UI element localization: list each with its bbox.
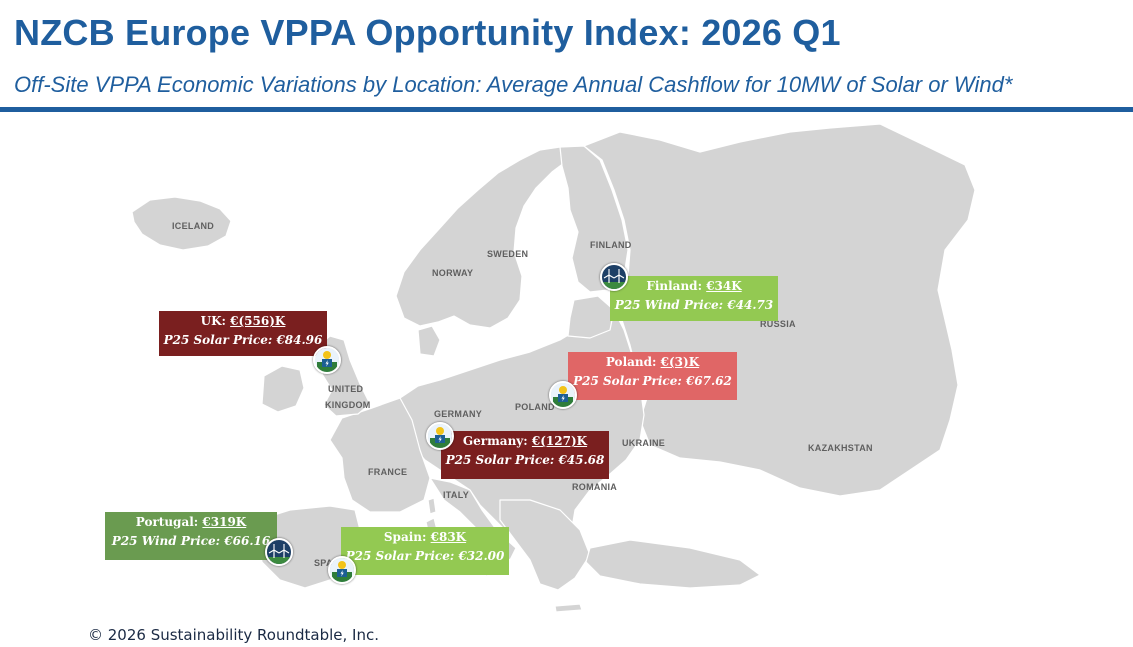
label-norway: NORWAY	[432, 268, 473, 278]
callout-germany: Germany: €(127)K P25 Solar Price: €45.68	[441, 431, 609, 479]
callout-portugal-price: P25 Wind Price: €66.16	[111, 534, 271, 548]
callout-poland-price: P25 Solar Price: €67.62	[573, 374, 732, 388]
callout-spain-price: P25 Solar Price: €32.00	[345, 549, 505, 563]
baltics-shape	[567, 295, 615, 339]
callout-finland-value: €34K	[706, 279, 742, 293]
header-divider	[0, 107, 1133, 112]
callout-poland-name: Poland:	[605, 355, 657, 369]
callout-uk-value: €(556)K	[230, 314, 286, 328]
callout-portugal-value: €319K	[202, 515, 247, 529]
scandinavia-shape	[395, 146, 569, 329]
poland-solar-icon	[549, 381, 577, 409]
callout-finland: Finland: €34K P25 Wind Price: €44.73	[610, 276, 778, 321]
label-united: UNITED	[328, 384, 363, 394]
portugal-wind-icon	[265, 538, 293, 566]
label-poland: POLAND	[515, 402, 555, 412]
label-kingdom: KINGDOM	[325, 400, 371, 410]
label-germany: GERMANY	[434, 409, 482, 419]
crete-shape	[554, 603, 583, 613]
callout-spain: Spain: €83K P25 Solar Price: €32.00	[341, 527, 509, 575]
label-france: FRANCE	[368, 467, 407, 477]
callout-finland-name: Finland:	[646, 279, 702, 293]
callout-germany-value: €(127)K	[531, 434, 588, 448]
ireland-shape	[261, 365, 305, 413]
callout-portugal-name: Portugal:	[135, 515, 199, 529]
callout-germany-name: Germany:	[462, 434, 528, 448]
corsica-shape	[427, 497, 437, 515]
callout-poland-value: €(3)K	[660, 355, 700, 369]
label-kazakhstan: KAZAKHSTAN	[808, 443, 873, 453]
copyright-footer: © 2026 Sustainability Roundtable, Inc.	[88, 626, 379, 644]
finland-shape	[559, 145, 629, 293]
label-finland: FINLAND	[590, 240, 632, 250]
label-sweden: SWEDEN	[487, 249, 528, 259]
callout-uk: UK: €(556)K P25 Solar Price: €84.96	[159, 311, 327, 356]
page-subtitle: Off-Site VPPA Economic Variations by Loc…	[14, 72, 1013, 97]
callout-portugal: Portugal: €319K P25 Wind Price: €66.16	[105, 512, 277, 560]
callout-spain-value: €83K	[430, 530, 467, 544]
label-spain: SPAIN	[314, 558, 342, 568]
page-title: NZCB Europe VPPA Opportunity Index: 2026…	[14, 12, 841, 53]
callout-spain-name: Spain:	[383, 530, 427, 544]
uk-solar-icon	[313, 346, 341, 374]
label-ukraine: UKRAINE	[622, 438, 665, 448]
balkans-shape	[499, 499, 591, 591]
iceland-shape	[131, 196, 232, 251]
denmark-shape	[417, 325, 441, 357]
label-italy: ITALY	[443, 490, 469, 500]
spain-solar-icon	[328, 556, 356, 584]
label-russia: RUSSIA	[760, 319, 796, 329]
callout-germany-price: P25 Solar Price: €45.68	[445, 453, 605, 467]
callout-poland: Poland: €(3)K P25 Solar Price: €67.62	[568, 352, 737, 400]
france-shape	[329, 397, 431, 513]
label-romania: ROMANIA	[572, 482, 617, 492]
finland-wind-icon	[600, 263, 628, 291]
callout-uk-price: P25 Solar Price: €84.96	[163, 333, 323, 347]
callout-uk-name: UK:	[200, 314, 226, 328]
label-iceland: ICELAND	[172, 221, 214, 231]
turkey-shape	[585, 539, 761, 589]
callout-finland-price: P25 Wind Price: €44.73	[614, 298, 774, 312]
germany-solar-icon	[426, 422, 454, 450]
